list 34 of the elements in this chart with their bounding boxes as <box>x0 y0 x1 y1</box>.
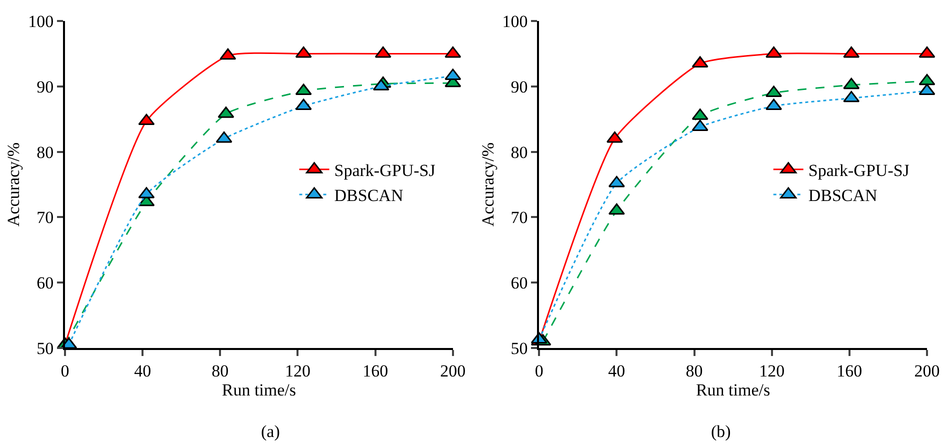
y-tick-label: 50 <box>36 338 54 358</box>
x-tick-label: 40 <box>134 361 152 380</box>
x-tick-label: 80 <box>212 361 229 380</box>
x-tick-label: 0 <box>534 361 544 380</box>
y-tick-label: 90 <box>36 77 54 96</box>
y-tick-label: 100 <box>28 12 54 31</box>
x-tick-label: 80 <box>686 361 703 380</box>
x-axis-title: Run time/s <box>222 380 296 400</box>
legend-label: Spark-GPU-SJ <box>808 160 910 180</box>
y-tick-label: 100 <box>502 12 528 31</box>
x-tick-label: 160 <box>362 361 388 380</box>
y-tick-label: 70 <box>36 208 54 228</box>
legend-label: DBSCAN <box>334 186 404 206</box>
legend-label: DBSCAN <box>808 186 878 206</box>
legend-label: Spark-GPU-SJ <box>334 160 436 180</box>
y-tick-label: 90 <box>510 77 528 96</box>
y-tick-label: 80 <box>36 142 54 162</box>
y-tick-label: 70 <box>510 208 528 228</box>
y-axis-title: Accuracy/% <box>4 142 24 227</box>
x-tick-label: 120 <box>759 361 785 380</box>
x-tick-label: 120 <box>284 361 310 380</box>
x-tick-label: 160 <box>836 361 862 380</box>
text: (a) <box>261 422 280 441</box>
x-tick-label: 40 <box>608 361 626 380</box>
y-tick-label: 60 <box>36 274 54 293</box>
y-tick-label: 60 <box>510 274 528 293</box>
x-tick-label: 0 <box>60 361 70 380</box>
y-tick-label: 50 <box>510 338 528 358</box>
x-tick-label: 200 <box>914 361 940 380</box>
y-axis-title: Accuracy/% <box>478 142 498 227</box>
x-tick-label: 200 <box>440 361 466 380</box>
x-axis-title: Run time/s <box>696 380 770 400</box>
y-tick-label: 80 <box>510 142 528 162</box>
text: (b) <box>711 422 731 441</box>
